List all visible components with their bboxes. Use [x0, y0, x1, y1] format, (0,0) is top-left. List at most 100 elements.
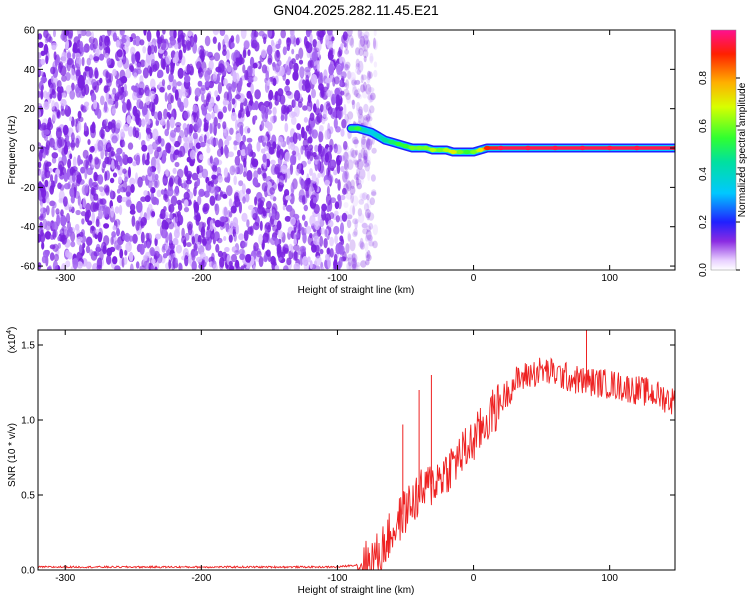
noise-speck: [314, 106, 320, 116]
noise-speck: [166, 187, 174, 197]
noise-speck: [63, 196, 68, 207]
noise-speck: [322, 86, 328, 93]
noise-speck: [266, 44, 273, 56]
noise-speck: [285, 204, 293, 212]
noise-speck: [129, 235, 133, 242]
noise-speck: [169, 37, 176, 46]
noise-speck: [242, 134, 247, 143]
noise-speck: [286, 257, 292, 266]
noise-speck: [355, 160, 360, 168]
noise-speck: [104, 149, 108, 157]
noise-speck: [236, 87, 241, 96]
y-tick-label: 0: [29, 144, 35, 155]
noise-speck: [353, 80, 361, 85]
noise-speck: [49, 174, 54, 183]
noise-speck: [225, 49, 230, 61]
noise-speck: [67, 204, 73, 210]
noise-speck: [336, 163, 341, 174]
noise-speck: [53, 51, 57, 61]
noise-speck: [129, 263, 134, 270]
noise-speck: [365, 259, 370, 266]
noise-speck: [345, 179, 352, 189]
noise-speck: [272, 196, 277, 202]
noise-speck: [357, 108, 363, 119]
noise-speck: [351, 77, 356, 84]
noise-speck: [97, 139, 104, 152]
noise-speck: [152, 171, 156, 183]
noise-speck: [235, 34, 240, 44]
noise-speck: [217, 82, 222, 94]
noise-speck: [103, 85, 109, 94]
noise-speck: [328, 63, 335, 76]
noise-speck: [52, 110, 57, 122]
noise-speck: [193, 112, 199, 123]
noise-speck: [97, 231, 103, 243]
noise-speck: [363, 55, 367, 63]
noise-speck: [333, 118, 338, 129]
noise-speck: [98, 210, 103, 220]
track-point: [477, 147, 484, 153]
noise-speck: [142, 46, 147, 54]
noise-speck: [123, 256, 128, 265]
noise-speck: [352, 218, 359, 225]
noise-speck: [368, 92, 373, 104]
y-tick-label: 20: [24, 104, 36, 115]
noise-speck: [286, 43, 291, 52]
noise-speck: [217, 122, 221, 129]
colorbar-ticks: 0.0 0.2 0.4 0.6 0.8: [698, 71, 740, 277]
noise-speck: [81, 218, 85, 225]
noise-speck: [111, 122, 116, 134]
noise-speck: [362, 228, 369, 235]
noise-speck: [49, 252, 55, 261]
noise-speck: [67, 252, 73, 260]
noise-speck: [89, 146, 95, 153]
track-point: [388, 139, 396, 145]
noise-speck: [210, 179, 215, 188]
colorbar-tick-label: 0.4: [698, 167, 709, 181]
noise-speck: [184, 255, 189, 267]
noise-speck: [54, 174, 58, 184]
noise-speck: [185, 179, 192, 185]
noise-speck: [134, 114, 140, 124]
noise-speck: [220, 146, 224, 156]
noise-speck: [40, 229, 44, 237]
noise-speck: [267, 30, 273, 39]
noise-speck: [226, 135, 232, 141]
noise-speck: [348, 34, 354, 46]
noise-speck: [174, 43, 179, 50]
noise-speck: [276, 243, 282, 254]
noise-speck: [211, 138, 216, 147]
noise-speck: [364, 155, 369, 163]
noise-speck: [72, 46, 76, 53]
track-point: [552, 145, 559, 151]
noise-speck: [228, 86, 232, 95]
noise-speck: [132, 126, 137, 138]
noise-speck: [50, 180, 55, 191]
track-point: [375, 134, 382, 139]
noise-speck: [61, 234, 67, 245]
noise-speck: [146, 144, 154, 150]
noise-speck: [209, 195, 216, 206]
noise-speck: [143, 30, 147, 36]
noise-speck: [172, 57, 176, 64]
noise-speck: [370, 174, 376, 182]
noise-speck: [199, 154, 204, 161]
noise-speck: [284, 112, 288, 122]
noise-speck: [357, 208, 363, 217]
noise-speck: [340, 165, 345, 173]
noise-speck: [177, 97, 182, 109]
noise-speck: [238, 233, 245, 241]
noise-speck: [353, 173, 360, 181]
noise-speck: [309, 233, 313, 239]
y-tick-label: 0.0: [21, 566, 35, 577]
noise-speck: [177, 135, 182, 146]
noise-speck: [351, 79, 357, 86]
noise-speck: [88, 66, 94, 79]
noise-speck: [181, 91, 188, 97]
noise-speck: [261, 110, 265, 119]
noise-speck: [309, 260, 313, 270]
noise-speck: [249, 94, 253, 107]
svg-text:(x104): (x104): [6, 327, 18, 354]
noise-speck: [223, 236, 227, 241]
noise-speck: [312, 39, 318, 48]
